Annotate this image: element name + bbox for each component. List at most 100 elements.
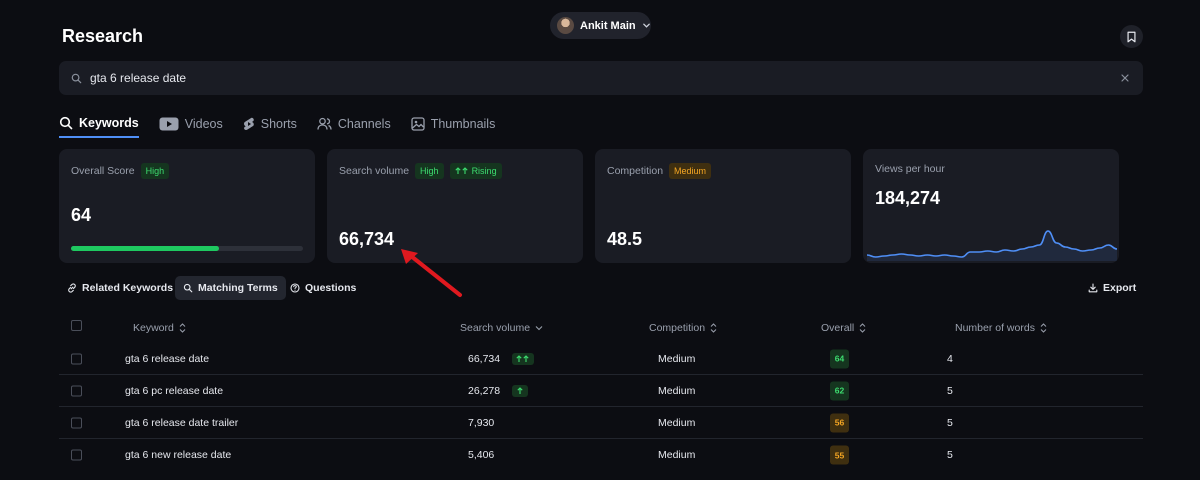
views-per-hour-card: Views per hour 184,274	[863, 149, 1119, 263]
column-header-words[interactable]: Number of words	[955, 322, 1047, 334]
search-volume-value: 66,734	[339, 229, 395, 249]
overall-score-progress	[71, 246, 303, 251]
close-icon	[1121, 74, 1129, 82]
subtab-questions[interactable]: Questions	[282, 276, 364, 300]
overall-badge: 62	[830, 381, 849, 400]
sort-icon	[179, 323, 186, 333]
export-button[interactable]: Export	[1080, 276, 1144, 300]
row-checkbox[interactable]	[71, 385, 82, 396]
sort-icon	[710, 323, 717, 333]
tab-label: Shorts	[260, 117, 297, 131]
volume-cell: 5,406	[468, 449, 495, 461]
user-name: Ankit Main	[580, 19, 636, 32]
export-label: Export	[1103, 282, 1137, 294]
search-volume-card: Search volume High Rising 66,734	[327, 149, 583, 263]
user-menu-button[interactable]: Ankit Main	[550, 12, 651, 39]
subtab-label: Questions	[305, 282, 357, 294]
page-title: Research	[62, 26, 144, 46]
search-icon	[59, 116, 73, 130]
download-icon	[1088, 283, 1098, 293]
clear-search-button[interactable]	[1119, 72, 1131, 84]
column-label: Number of words	[955, 322, 1035, 334]
column-header-keyword[interactable]: Keyword	[133, 322, 186, 334]
table-row[interactable]: gta 6 new release date 5,406 Medium 55 5	[59, 439, 1143, 471]
competition-card: Competition Medium 48.5	[595, 149, 851, 263]
users-icon	[317, 117, 332, 131]
tab-channels[interactable]: Channels	[317, 114, 391, 138]
table-row[interactable]: gta 6 pc release date 26,278 Medium 62 5	[59, 375, 1143, 407]
competition-badge: Medium	[669, 163, 712, 179]
volume-cell: 66,734	[468, 352, 535, 365]
overall-badge: 64	[830, 349, 849, 368]
tab-label: Channels	[337, 117, 391, 131]
trend-badge	[512, 352, 535, 365]
column-label: Search volume	[460, 322, 531, 334]
row-checkbox[interactable]	[71, 417, 82, 428]
tab-label: Videos	[184, 117, 223, 131]
overall-badge: 56	[830, 413, 849, 432]
table-row[interactable]: gta 6 release date 66,734 Medium 64 4	[59, 343, 1143, 375]
keyword-cell: gta 6 release date trailer	[125, 416, 239, 429]
column-header-search-volume[interactable]: Search volume	[460, 322, 543, 334]
views-per-hour-value: 184,274	[875, 188, 941, 208]
link-icon	[68, 283, 76, 293]
words-cell: 4	[947, 352, 953, 365]
card-label: Competition	[607, 165, 664, 177]
bookmark-icon	[1126, 31, 1137, 43]
bookmark-button[interactable]	[1120, 25, 1143, 48]
tab-shorts[interactable]: Shorts	[243, 114, 297, 138]
tab-label: Thumbnails	[430, 117, 496, 131]
image-icon	[411, 117, 425, 131]
sort-icon	[859, 323, 866, 333]
subtab-matching-terms[interactable]: Matching Terms	[175, 276, 286, 300]
volume-value: 26,278	[468, 384, 501, 397]
double-arrow-up-icon	[516, 354, 529, 362]
column-label: Keyword	[133, 322, 174, 334]
tab-label: Keywords	[79, 116, 139, 130]
column-label: Overall	[821, 322, 855, 334]
chevron-down-icon	[535, 326, 543, 331]
chevron-down-icon	[642, 21, 651, 30]
progress-fill	[71, 246, 220, 251]
competition-cell: Medium	[658, 352, 696, 365]
sort-icon	[1040, 323, 1047, 333]
question-icon	[290, 283, 300, 293]
keyword-cell: gta 6 new release date	[125, 449, 232, 461]
subtab-label: Related Keywords	[82, 282, 174, 294]
trend-label: Rising	[471, 166, 497, 176]
search-bar	[59, 61, 1143, 95]
row-checkbox[interactable]	[71, 353, 82, 364]
select-all-checkbox-wrap	[71, 320, 82, 331]
tab-keywords[interactable]: Keywords	[59, 114, 139, 138]
tab-thumbnails[interactable]: Thumbnails	[411, 114, 496, 138]
words-cell: 5	[947, 449, 953, 461]
row-checkbox[interactable]	[71, 449, 82, 461]
column-header-competition[interactable]: Competition	[649, 322, 717, 334]
column-header-overall[interactable]: Overall	[821, 322, 866, 334]
trend-badge: Rising	[449, 163, 502, 179]
search-icon	[183, 283, 193, 293]
tab-videos[interactable]: Videos	[159, 114, 223, 138]
trend-badge	[512, 384, 529, 397]
subtab-related-keywords[interactable]: Related Keywords	[59, 276, 181, 300]
overall-score-value: 64	[71, 205, 92, 225]
sparkline-area	[867, 231, 1117, 261]
avatar	[557, 17, 574, 34]
table-row[interactable]: gta 6 release date trailer 7,930 Medium …	[59, 407, 1143, 439]
subtab-label: Matching Terms	[198, 282, 278, 294]
double-arrow-up-icon	[454, 167, 468, 174]
volume-cell: 26,278	[468, 384, 529, 397]
arrow-up-icon	[517, 386, 523, 394]
volume-value: 66,734	[468, 352, 501, 365]
annotation-arrow	[401, 249, 462, 297]
column-label: Competition	[649, 322, 706, 334]
keyword-cell: gta 6 release date	[125, 352, 210, 365]
views-sparkline	[867, 230, 1117, 261]
competition-cell: Medium	[658, 416, 696, 429]
competition-value: 48.5	[607, 229, 643, 249]
research-tabs: Keywords Videos Shorts Channels Thumbnai…	[59, 114, 515, 138]
search-input[interactable]	[90, 71, 1119, 85]
select-all-checkbox[interactable]	[71, 320, 82, 331]
words-cell: 5	[947, 384, 953, 397]
search-icon	[71, 73, 82, 84]
